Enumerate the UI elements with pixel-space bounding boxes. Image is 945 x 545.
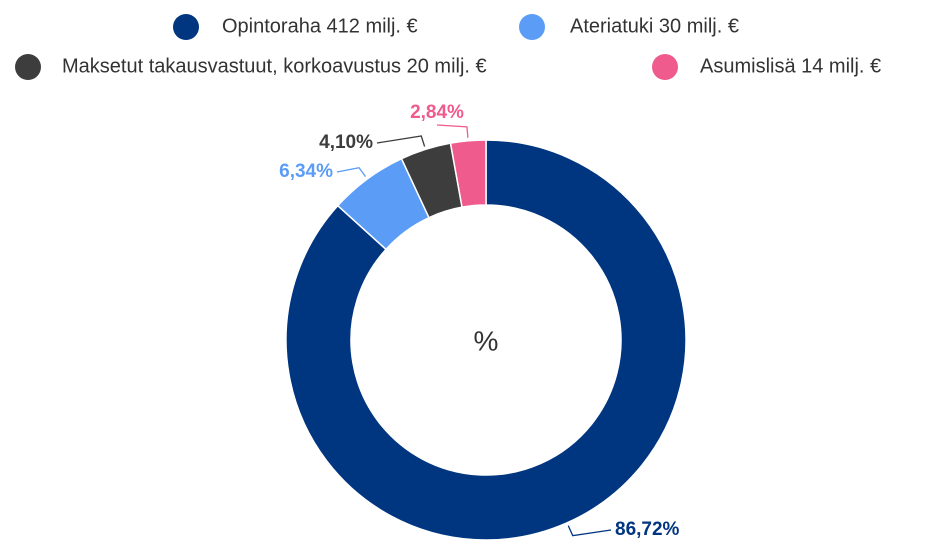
donut-slice	[449, 139, 487, 209]
legend-label: Asumislisä 14 milj. €	[700, 55, 881, 77]
center-label: %	[474, 325, 499, 356]
leader-line	[436, 124, 469, 138]
data-label: 6,34%	[279, 161, 333, 182]
data-label: 86,72%	[615, 519, 680, 540]
leader-line	[376, 135, 426, 147]
leader-line	[567, 525, 612, 537]
legend-marker	[15, 54, 41, 80]
legend-marker	[652, 54, 678, 80]
legend-label: Opintoraha 412 milj. €	[222, 15, 418, 37]
data-label: 4,10%	[319, 132, 373, 153]
legend-label: Maksetut takausvastuut, korkoavustus 20 …	[62, 55, 487, 77]
leader-line	[336, 167, 367, 177]
legend-marker	[173, 14, 199, 40]
legend-label: Ateriatuki 30 milj. €	[570, 15, 739, 37]
legend-marker	[519, 14, 545, 40]
donut-slice	[285, 139, 687, 541]
data-label: 2,84%	[410, 102, 464, 123]
